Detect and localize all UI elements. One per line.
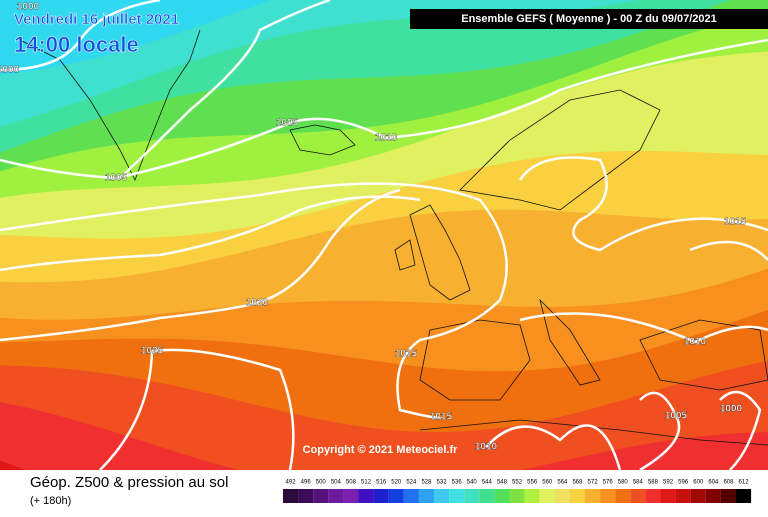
scale-swatch xyxy=(343,489,359,503)
footer-title: Géop. Z500 & pression au sol xyxy=(30,474,228,491)
scale-label: 520 xyxy=(391,480,402,486)
coastlines xyxy=(19,29,768,446)
run-info: Ensemble GEFS ( Moyenne ) - 00 Z du 09/0… xyxy=(461,13,717,25)
scale-swatch xyxy=(645,489,661,503)
scale-swatch xyxy=(615,489,631,503)
scale-swatch xyxy=(373,489,389,503)
scale-label: 532 xyxy=(437,480,448,486)
scale-swatch xyxy=(388,489,404,503)
forecast-time: 14:00 locale xyxy=(14,32,139,57)
scale-swatch xyxy=(464,489,480,503)
scale-swatch xyxy=(283,489,299,503)
scale-label: 608 xyxy=(723,480,734,486)
scale-label: 592 xyxy=(663,480,674,486)
scale-label: 584 xyxy=(633,480,644,486)
scale-swatch xyxy=(418,489,434,503)
isobar-label: 1010 xyxy=(475,442,498,453)
isobar-label: 1015 xyxy=(430,412,453,423)
scale-swatch xyxy=(449,489,465,503)
color-scale: 492 496 500 504 508 512 516 520 524 528 532 536 540 5… xyxy=(283,480,752,503)
isobar-label: 1000 xyxy=(720,404,743,415)
scale-swatch xyxy=(494,489,510,503)
forecast-date: Vendredi 16 juillet 2021 xyxy=(14,11,179,28)
isobar-label: 1000 xyxy=(17,2,40,13)
scale-swatch xyxy=(539,489,555,503)
scale-label: 588 xyxy=(648,480,659,486)
copyright: Copyright © 2021 Meteociel.fr xyxy=(303,444,459,456)
scale-swatch xyxy=(630,489,646,503)
scale-label: 604 xyxy=(708,480,719,486)
scale-swatch xyxy=(569,489,585,503)
isobars xyxy=(0,0,768,470)
isobar-label: 1005 xyxy=(276,118,299,129)
scale-swatch xyxy=(358,489,374,503)
isobar-label: 1000 xyxy=(0,65,20,76)
scale-label: 612 xyxy=(739,480,750,486)
scale-swatch xyxy=(328,489,344,503)
scale-label: 600 xyxy=(693,480,704,486)
scale-label: 504 xyxy=(331,480,342,486)
scale-swatch xyxy=(705,489,721,503)
scale-swatch xyxy=(509,489,525,503)
isobar-label: 1005 xyxy=(665,411,688,422)
scale-label: 508 xyxy=(346,480,357,486)
isobar-label: 1010 xyxy=(375,133,398,144)
scale-swatch xyxy=(524,489,540,503)
scale-label: 516 xyxy=(376,480,387,486)
scale-label: 568 xyxy=(572,480,583,486)
scale-swatch xyxy=(600,489,616,503)
scale-label: 596 xyxy=(678,480,689,486)
scale-label: 528 xyxy=(421,480,432,486)
scale-swatch xyxy=(554,489,570,503)
isobar-label: 1015 xyxy=(395,349,418,360)
scale-label: 580 xyxy=(618,480,629,486)
scale-label: 524 xyxy=(406,480,417,486)
scale-swatch xyxy=(479,489,495,503)
scale-label: 572 xyxy=(588,480,599,486)
isobar-label: 1015 xyxy=(724,217,747,228)
scale-label: 536 xyxy=(452,480,463,486)
run-box xyxy=(410,9,768,29)
scale-swatch xyxy=(660,489,676,503)
scale-label: 576 xyxy=(603,480,614,486)
scale-label: 564 xyxy=(557,480,568,486)
scale-swatch xyxy=(298,489,314,503)
scale-swatch xyxy=(313,489,329,503)
scale-swatch xyxy=(690,489,706,503)
scale-label: 552 xyxy=(512,480,523,486)
scale-swatch xyxy=(585,489,601,503)
scale-label: 556 xyxy=(527,480,538,486)
isobar-label: 1025 xyxy=(141,346,164,357)
scale-label: 548 xyxy=(497,480,508,486)
scale-label: 492 xyxy=(286,480,297,486)
footer-lead: (+ 180h) xyxy=(30,495,71,507)
scale-swatch xyxy=(675,489,691,503)
scale-swatch xyxy=(403,489,419,503)
scale-label: 540 xyxy=(467,480,478,486)
scale-label: 560 xyxy=(542,480,553,486)
isobar-label: 1020 xyxy=(246,298,269,309)
scale-label: 500 xyxy=(316,480,327,486)
scale-swatch xyxy=(736,489,752,503)
isobar-label: 1005 xyxy=(105,173,128,184)
isobar-labels: 1000 1005 1010 1005 1015 1020 1025 1015 1010 1015… xyxy=(0,1,747,453)
scale-swatch xyxy=(434,489,450,503)
scale-label: 496 xyxy=(301,480,312,486)
scale-label: 512 xyxy=(361,480,372,486)
isobar-label: 1010 xyxy=(684,337,707,348)
scale-label: 544 xyxy=(482,480,493,486)
scale-swatch xyxy=(720,489,736,503)
